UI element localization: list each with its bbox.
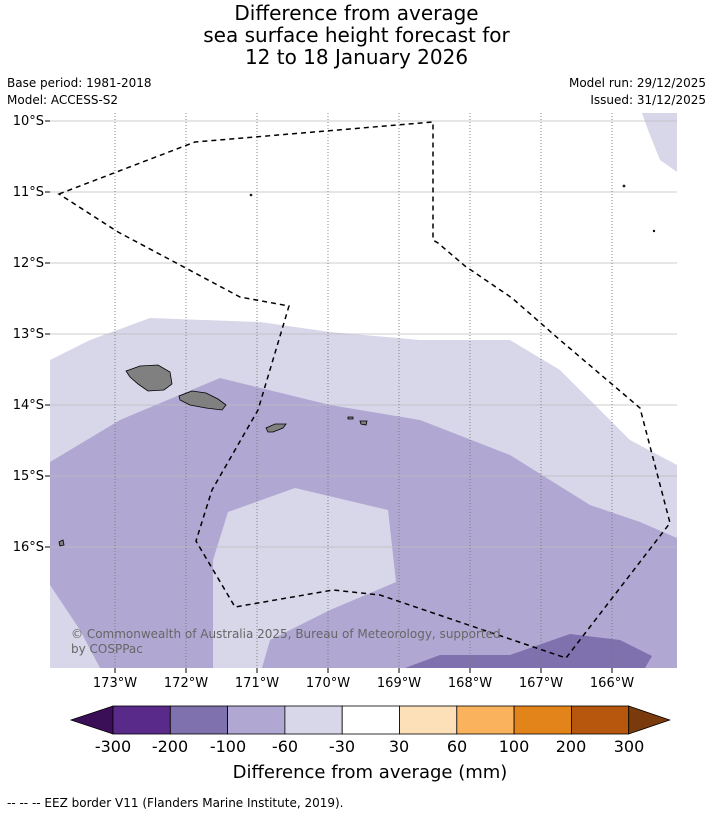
latitude-gridlines — [50, 120, 677, 548]
island-upolu — [178, 390, 227, 411]
island-dot-2 — [622, 184, 626, 188]
copyright-line-2: by COSPPac — [71, 642, 143, 656]
colorbar-label: -100 — [209, 737, 247, 756]
anomaly-patch-top-right — [642, 113, 677, 172]
colorbar-segment — [341, 705, 400, 735]
colorbar-extend-low — [69, 705, 114, 735]
lat-label: 15°S — [13, 469, 44, 484]
island-ofu — [347, 416, 354, 420]
lon-label: 169°W — [377, 676, 421, 691]
lon-label: 173°W — [93, 676, 137, 691]
lat-label: 11°S — [13, 185, 44, 200]
base-period: Base period: 1981-2018 — [7, 76, 152, 90]
lat-label: 13°S — [13, 327, 44, 342]
colorbar-label: 300 — [613, 737, 645, 756]
island-savaii — [125, 364, 173, 392]
map-area: © Commonwealth of Australia 2025, Bureau… — [50, 113, 677, 668]
colorbar-segment — [284, 705, 343, 735]
title-line-3: 12 to 18 January 2026 — [244, 45, 469, 69]
issued-date: Issued: 31/12/2025 — [590, 93, 706, 107]
island-tutuila — [265, 423, 287, 433]
colorbar-segment — [169, 705, 229, 735]
colorbar-label: 200 — [555, 737, 587, 756]
lon-label: 172°W — [164, 676, 208, 691]
lat-label: 14°S — [13, 398, 44, 413]
title-line-1: Difference from average — [234, 1, 479, 25]
anomaly-patch-bottom-left — [50, 585, 100, 668]
colorbar-label: -200 — [151, 737, 189, 756]
anomaly-patch-center — [213, 488, 396, 668]
colorbar-segment — [399, 705, 458, 735]
title-line-2: sea surface height forecast for — [203, 23, 510, 47]
anomaly-patch-dark — [405, 634, 652, 668]
colorbar-label: 100 — [498, 737, 530, 756]
model-name: Model: ACCESS-S2 — [7, 93, 119, 107]
model-run: Model run: 29/12/2025 — [568, 76, 706, 90]
lon-label: 170°W — [306, 676, 350, 691]
colorbar — [69, 705, 671, 735]
latitude-labels: 10°S 11°S 12°S 13°S 14°S 15°S 16°S — [13, 114, 44, 555]
island-dot-3 — [652, 229, 656, 233]
colorbar-label: -60 — [271, 737, 299, 756]
colorbar-segment — [456, 705, 515, 735]
colorbar-label: 60 — [446, 737, 468, 756]
island-manua — [359, 420, 368, 426]
lon-label: 168°W — [448, 676, 492, 691]
colorbar-segment — [112, 705, 171, 735]
lat-label: 10°S — [13, 114, 44, 129]
longitude-gridlines — [114, 113, 613, 668]
eez-footnote: -- -- -- EEZ border V11 (Flanders Marine… — [7, 796, 344, 810]
longitude-labels: 173°W 172°W 171°W 170°W 169°W 168°W 167°… — [93, 676, 634, 691]
lat-label: 16°S — [13, 540, 44, 555]
colorbar-title: Difference from average (mm) — [232, 762, 508, 783]
axis-ticks — [45, 120, 613, 673]
eez-border — [57, 121, 671, 659]
lon-label: 166°W — [590, 676, 634, 691]
colorbar-segment — [513, 705, 572, 735]
island-dot-1 — [249, 193, 253, 197]
colorbar-segment — [571, 705, 630, 735]
copyright-line-1: © Commonwealth of Australia 2025, Bureau… — [71, 627, 501, 641]
lon-label: 167°W — [519, 676, 563, 691]
island-small-west — [58, 539, 65, 547]
colorbar-extend-high — [628, 705, 671, 735]
colorbar-segment — [227, 705, 286, 735]
colorbar-label: -30 — [328, 737, 356, 756]
lat-label: 12°S — [13, 256, 44, 271]
colorbar-label: 30 — [388, 737, 410, 756]
lon-label: 171°W — [235, 676, 279, 691]
islands — [58, 184, 656, 547]
colorbar-label: -300 — [94, 737, 132, 756]
